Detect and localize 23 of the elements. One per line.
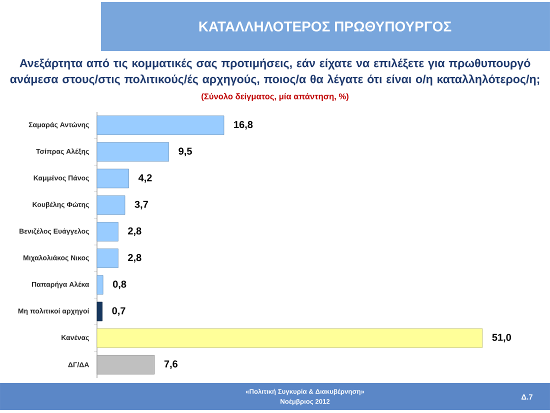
chart-title: ΚΑΤΑΛΛΗΛΟΤΕΡΟΣ ΠΡΩΘΥΠΟΥΡΓΟΣ [199,22,452,32]
bar [96,168,129,188]
data-label: 3,7 [134,200,148,210]
bar [96,302,102,322]
data-label: 2,8 [128,227,142,236]
data-label: 4,2 [138,174,152,183]
bar [96,195,126,215]
bar [96,222,118,242]
chart-subtitle: Ανεξάρτητα από τις κομματικές σας προτιμήσεις, εάν είχατε να επιλέξετε για πρωθυπουργό ανάμεσα στους/στις πολιτικούς/ές αρχηγούς, ποιος/α θα λέγατε ότι είναι ο/η καταλληλότερος/η; [10,58,540,86]
data-label: 9,5 [178,148,192,156]
bar [96,248,118,268]
data-label: 2,8 [128,254,142,263]
text: (Σύνολο δείγματος, μία απάντηση, %) [202,93,348,101]
bar [96,275,104,295]
bar [96,328,483,348]
data-label: 7,6 [164,360,178,369]
bar [96,116,224,135]
data-label: 16,8 [234,121,253,130]
bar [96,354,155,374]
data-label: 0,7 [112,307,126,316]
data-label: 51,0 [492,334,511,342]
data-label: 0,8 [112,280,126,290]
bar [96,142,169,162]
